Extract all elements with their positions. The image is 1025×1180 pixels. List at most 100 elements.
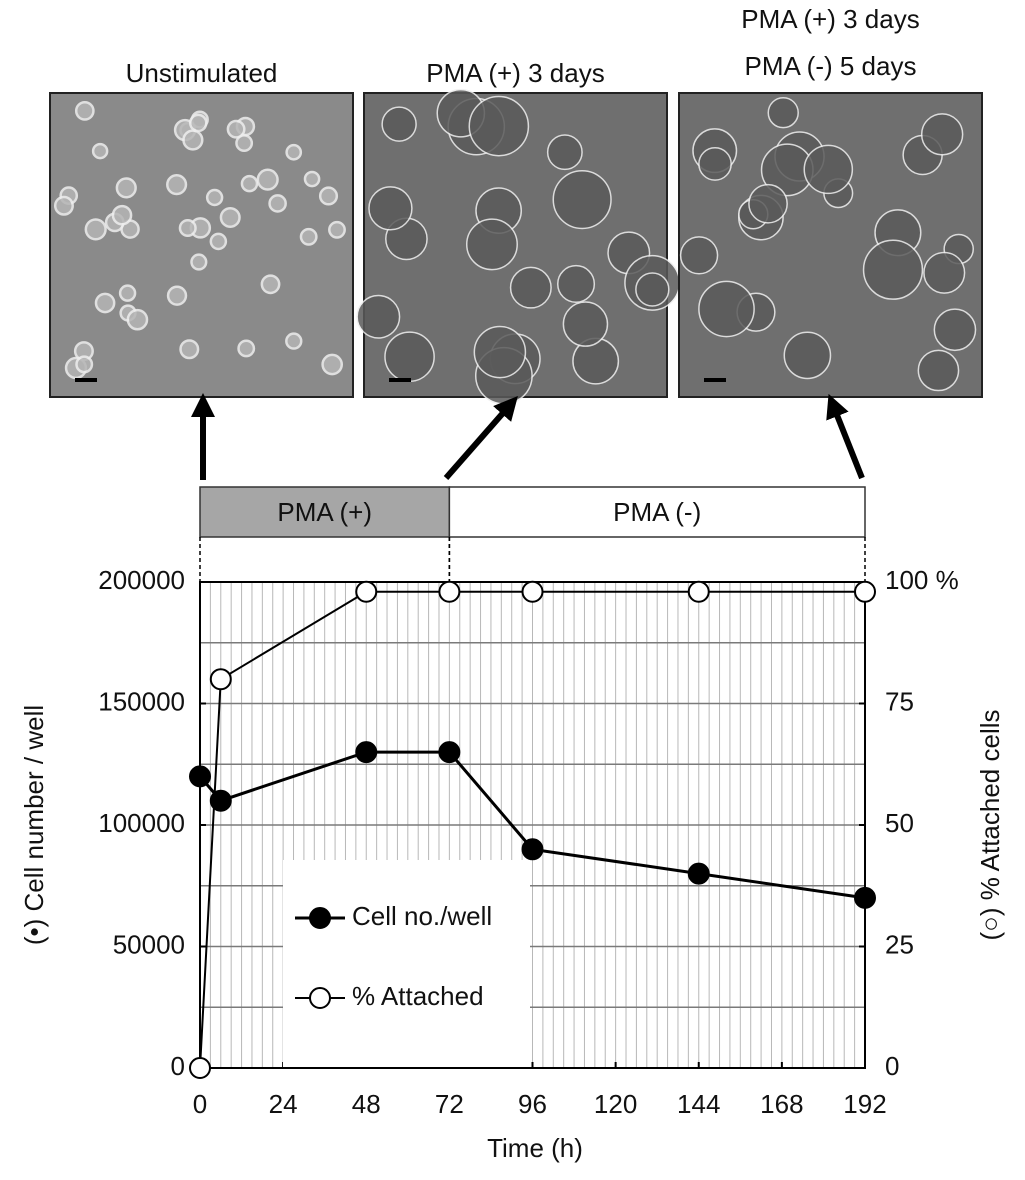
data-point xyxy=(438,741,461,764)
cell-decoration xyxy=(679,236,719,275)
cell-decoration xyxy=(767,96,799,129)
data-point xyxy=(854,580,876,603)
scale-bar xyxy=(75,378,97,382)
data-point xyxy=(521,580,544,603)
data-point xyxy=(355,741,378,764)
cell-decoration xyxy=(368,186,413,231)
cell-decoration xyxy=(91,142,109,160)
legend-marker xyxy=(309,907,331,929)
x-tick-label: 0 xyxy=(193,1089,207,1119)
cell-decoration xyxy=(923,251,966,294)
cell-decoration xyxy=(166,174,188,196)
cell-decoration xyxy=(205,188,224,207)
y2-tick-label: 25 xyxy=(885,929,914,959)
cell-decoration xyxy=(235,134,254,153)
cell-decoration xyxy=(509,266,552,309)
cell-decoration xyxy=(384,331,435,383)
legend-marker xyxy=(309,987,331,1009)
cell-decoration xyxy=(166,285,188,306)
legend-label: % Attached xyxy=(352,981,484,1011)
cell-decoration xyxy=(562,301,609,347)
treatment-bar xyxy=(448,486,866,538)
panel-title: Unstimulated xyxy=(126,58,278,88)
cell-decoration xyxy=(285,332,303,350)
x-tick-label: 144 xyxy=(677,1089,720,1119)
cell-decoration xyxy=(783,331,832,380)
data-point xyxy=(438,580,461,603)
arrow xyxy=(826,393,865,480)
cell-decoration xyxy=(219,206,241,229)
cell-decoration xyxy=(917,349,960,392)
cell-decoration xyxy=(237,339,256,358)
cell-decoration xyxy=(381,106,417,142)
x-tick-label: 24 xyxy=(269,1089,298,1119)
panel-title: PMA (+) 3 days xyxy=(426,58,604,88)
cell-decoration xyxy=(115,177,137,199)
cell-decoration xyxy=(635,272,670,307)
cell-decoration xyxy=(94,292,116,314)
data-point xyxy=(209,789,232,812)
cell-decoration xyxy=(285,143,303,161)
cell-decoration xyxy=(473,325,527,379)
panel-title: PMA (+) 3 days xyxy=(741,4,919,34)
data-point xyxy=(355,580,378,603)
data-point xyxy=(687,862,710,885)
cell-decoration xyxy=(118,284,137,302)
legend-label: Cell no./well xyxy=(352,901,492,931)
cell-decoration xyxy=(468,95,530,157)
cell-decoration xyxy=(74,101,95,121)
cell-decoration xyxy=(126,308,149,331)
cell-decoration xyxy=(556,264,596,304)
scale-bar xyxy=(704,378,726,382)
cell-decoration xyxy=(182,129,204,151)
data-point xyxy=(854,886,876,909)
cell-decoration xyxy=(260,274,281,295)
cell-decoration xyxy=(698,147,732,181)
cell-decoration xyxy=(318,186,339,206)
x-tick-label: 120 xyxy=(594,1089,637,1119)
cell-decoration xyxy=(268,194,287,213)
y-tick-label: 0 xyxy=(171,1051,185,1081)
cell-decoration xyxy=(465,218,518,271)
y-tick-label: 50000 xyxy=(113,929,185,959)
y-tick-label: 200000 xyxy=(98,565,185,595)
x-tick-label: 48 xyxy=(352,1089,381,1119)
cell-decoration xyxy=(179,339,200,360)
cell-decoration xyxy=(111,204,133,226)
micrographs: Unstimulated PMA (+) 3 days PMA (+) 3 days… xyxy=(49,4,983,405)
cell-decoration xyxy=(552,169,612,230)
y-axis-title: (•) Cell number / well xyxy=(19,705,49,945)
cell-decoration xyxy=(698,280,755,338)
x-tick-label: 168 xyxy=(760,1089,803,1119)
y-tick-label: 150000 xyxy=(98,686,185,716)
cell-decoration xyxy=(84,218,107,241)
y2-axis-title: (○) % Attached cells xyxy=(975,709,1005,940)
y2-tick-label: 100 % xyxy=(885,565,959,595)
data-point xyxy=(521,838,544,861)
y2-tick-label: 75 xyxy=(885,686,914,716)
panel-title: PMA (-) 5 days xyxy=(745,51,917,81)
cell-decoration xyxy=(321,353,344,376)
cell-decoration xyxy=(862,239,924,300)
treatment-label: PMA (+) xyxy=(277,497,372,527)
treatment-bar xyxy=(199,486,451,538)
x-tick-label: 72 xyxy=(435,1089,464,1119)
cell-decoration xyxy=(933,308,977,352)
scale-bar xyxy=(389,378,411,382)
cell-decoration xyxy=(188,113,208,133)
cell-decoration xyxy=(256,168,279,191)
cell-decoration xyxy=(920,113,964,156)
cell-decoration xyxy=(803,144,854,195)
cell-decoration xyxy=(356,294,401,339)
cell-decoration xyxy=(53,195,74,216)
y-tick-label: 100000 xyxy=(98,808,185,838)
cell-decoration xyxy=(190,253,208,271)
data-point xyxy=(209,668,232,691)
chart: PMA (+) PMA (-) 0 24 48 72 96 120 144 168 192 0 5000… xyxy=(19,486,1005,1163)
data-point xyxy=(189,1057,211,1079)
cell-decoration xyxy=(546,134,583,171)
legend-box xyxy=(283,860,530,1067)
cell-decoration xyxy=(303,170,321,188)
y2-tick-label: 0 xyxy=(885,1051,899,1081)
